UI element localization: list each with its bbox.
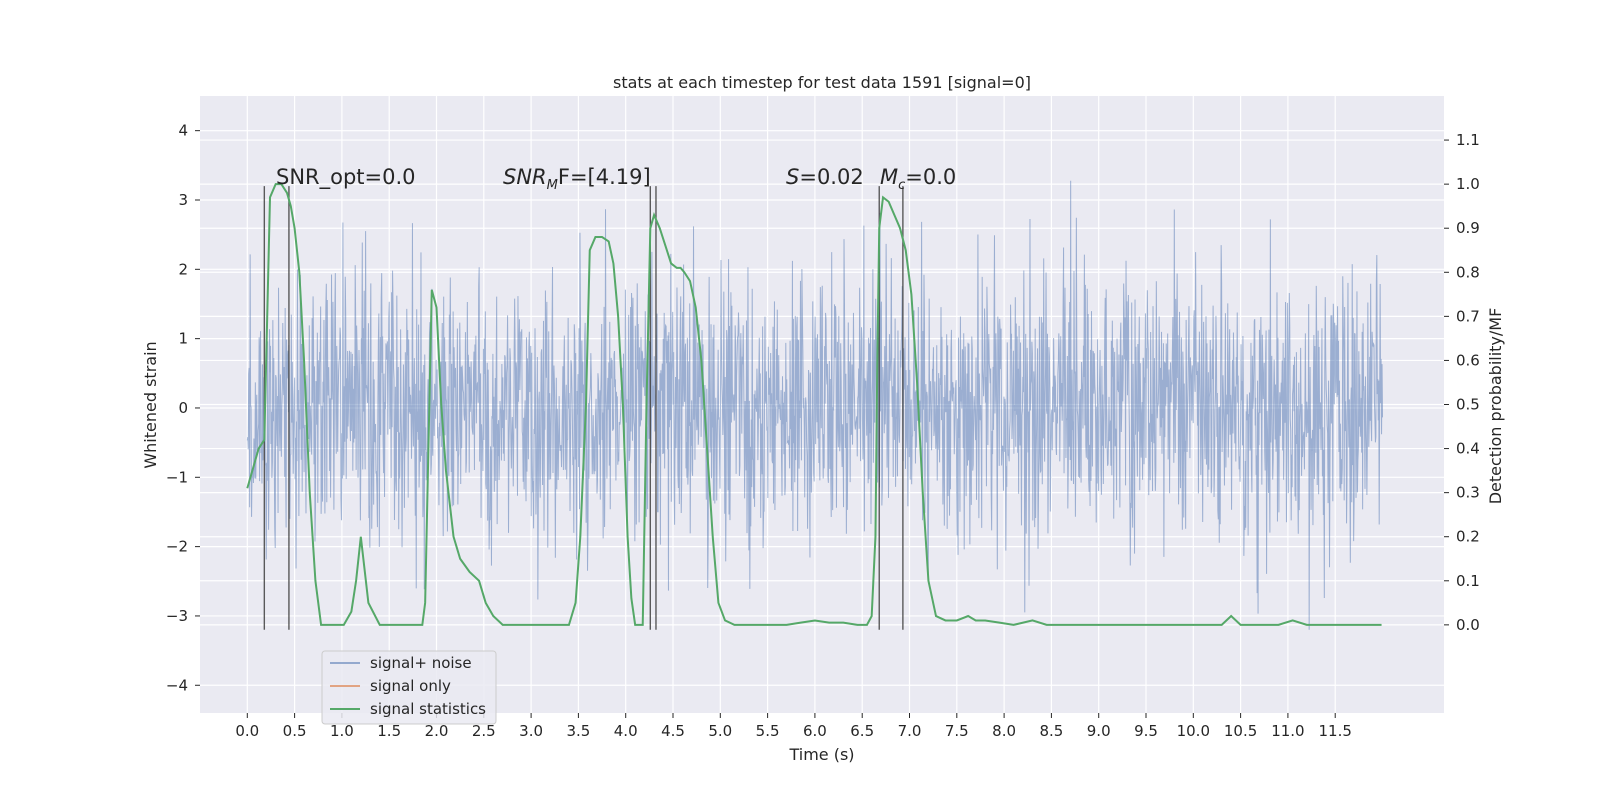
x-tick-label: 8.5 xyxy=(1039,722,1063,740)
x-tick-label: 2.0 xyxy=(425,722,449,740)
y-axis-right-label: Detection probability/MF xyxy=(1486,308,1505,505)
y-tick-label: 3 xyxy=(178,191,188,209)
y-right-tick-label: 1.1 xyxy=(1456,131,1480,149)
legend-label-stats: signal statistics xyxy=(370,700,486,718)
annotation-snr-mf-main: SNR xyxy=(503,165,547,189)
chart-title: stats at each timestep for test data 159… xyxy=(613,73,1031,92)
y-right-tick-label: 0.2 xyxy=(1456,528,1480,546)
x-tick-label: 5.0 xyxy=(708,722,732,740)
x-tick-label: 11.0 xyxy=(1271,722,1304,740)
x-tick-label: 0.0 xyxy=(235,722,259,740)
x-tick-label: 6.0 xyxy=(803,722,827,740)
annotations: SNR_opt=0.0 SNRMF=[4.19] S=0.02 Mc=0.0 xyxy=(276,165,956,193)
annotation-mc-tail: =0.0 xyxy=(905,165,956,189)
x-tick-label: 8.0 xyxy=(992,722,1016,740)
x-tick-label: 11.5 xyxy=(1319,722,1352,740)
x-tick-label: 6.5 xyxy=(850,722,874,740)
series-signal-noise xyxy=(246,180,1384,630)
x-tick-label: 3.0 xyxy=(519,722,543,740)
y-right-tick-label: 0.1 xyxy=(1456,572,1480,590)
x-tick-label: 4.0 xyxy=(614,722,638,740)
y-tick-label: 2 xyxy=(178,260,188,278)
y-axis-label: Whitened strain xyxy=(141,341,160,468)
y-right-tick-label: 0.8 xyxy=(1456,263,1480,281)
y-right-tick-label: 0.7 xyxy=(1456,307,1480,325)
annotation-mc-main: M xyxy=(880,165,898,189)
annotation-mc-sub: c xyxy=(898,178,905,193)
x-tick-label: 7.5 xyxy=(945,722,969,740)
axes: 0.0 0.5 1.0 1.5 2.0 2.5 3.0 3.5 4.0 4.5 5.0 5.5 6.0 6… xyxy=(166,122,1480,740)
y-tick-label: −1 xyxy=(166,468,188,486)
x-tick-label: 3.5 xyxy=(566,722,590,740)
y-right-tick-label: 0.4 xyxy=(1456,440,1480,458)
y-tick-label: −3 xyxy=(166,607,188,625)
y-tick-label: −4 xyxy=(166,676,188,694)
annotation-snr-opt: SNR_opt=0.0 xyxy=(276,165,416,190)
y-tick-label: 1 xyxy=(178,330,188,348)
noise-trace xyxy=(246,180,1384,630)
x-tick-label: 4.5 xyxy=(661,722,685,740)
x-tick-label: 0.5 xyxy=(283,722,307,740)
y-tick-label: 4 xyxy=(178,122,188,140)
y-right-tick-label: 0.6 xyxy=(1456,351,1480,369)
annotation-s: S=0.02 xyxy=(786,165,864,189)
annotation-s-main: S xyxy=(786,165,799,189)
x-tick-label: 9.0 xyxy=(1087,722,1111,740)
annotation-snr-mf-sub: M xyxy=(547,178,558,193)
legend-box xyxy=(321,650,497,725)
legend-label-noise: signal+ noise xyxy=(370,654,472,672)
legend: signal+ noise signal only signal statist… xyxy=(321,650,497,725)
y-right-tick-label: 1.0 xyxy=(1456,175,1480,193)
x-axis-label: Time (s) xyxy=(788,745,854,764)
x-tick-label: 10.5 xyxy=(1224,722,1257,740)
x-tick-label: 5.5 xyxy=(756,722,780,740)
y-right-tick-label: 0.0 xyxy=(1456,616,1480,634)
x-tick-label: 1.0 xyxy=(330,722,354,740)
y-right-tick-label: 0.5 xyxy=(1456,396,1480,414)
annotation-mc: Mc=0.0 xyxy=(880,165,956,193)
annotation-snr-mf-tail: F=[4.19] xyxy=(558,165,651,189)
x-tick-label: 9.5 xyxy=(1134,722,1158,740)
x-tick-label: 7.0 xyxy=(898,722,922,740)
y-right-tick-label: 0.3 xyxy=(1456,484,1480,502)
y-tick-label: 0 xyxy=(178,399,188,417)
x-tick-label: 2.5 xyxy=(472,722,496,740)
legend-label-signal: signal only xyxy=(370,677,451,695)
y-tick-label: −2 xyxy=(166,538,188,556)
series-signal-statistics xyxy=(246,183,1382,626)
stats-line xyxy=(246,183,1382,626)
x-tick-label: 1.5 xyxy=(377,722,401,740)
x-tick-label: 10.0 xyxy=(1177,722,1210,740)
annotation-snr-mf: SNRMF=[4.19] xyxy=(503,165,651,193)
y-right-tick-label: 0.9 xyxy=(1456,219,1480,237)
annotation-s-tail: =0.02 xyxy=(799,165,863,189)
